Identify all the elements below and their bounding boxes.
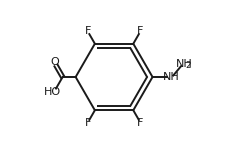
Text: F: F	[85, 26, 91, 36]
Text: HO: HO	[44, 87, 61, 97]
Text: F: F	[85, 118, 91, 128]
Text: F: F	[137, 26, 144, 36]
Text: F: F	[137, 118, 144, 128]
Text: 2: 2	[185, 61, 191, 70]
Text: NH: NH	[163, 72, 180, 82]
Text: NH: NH	[176, 59, 192, 69]
Text: O: O	[51, 57, 60, 67]
